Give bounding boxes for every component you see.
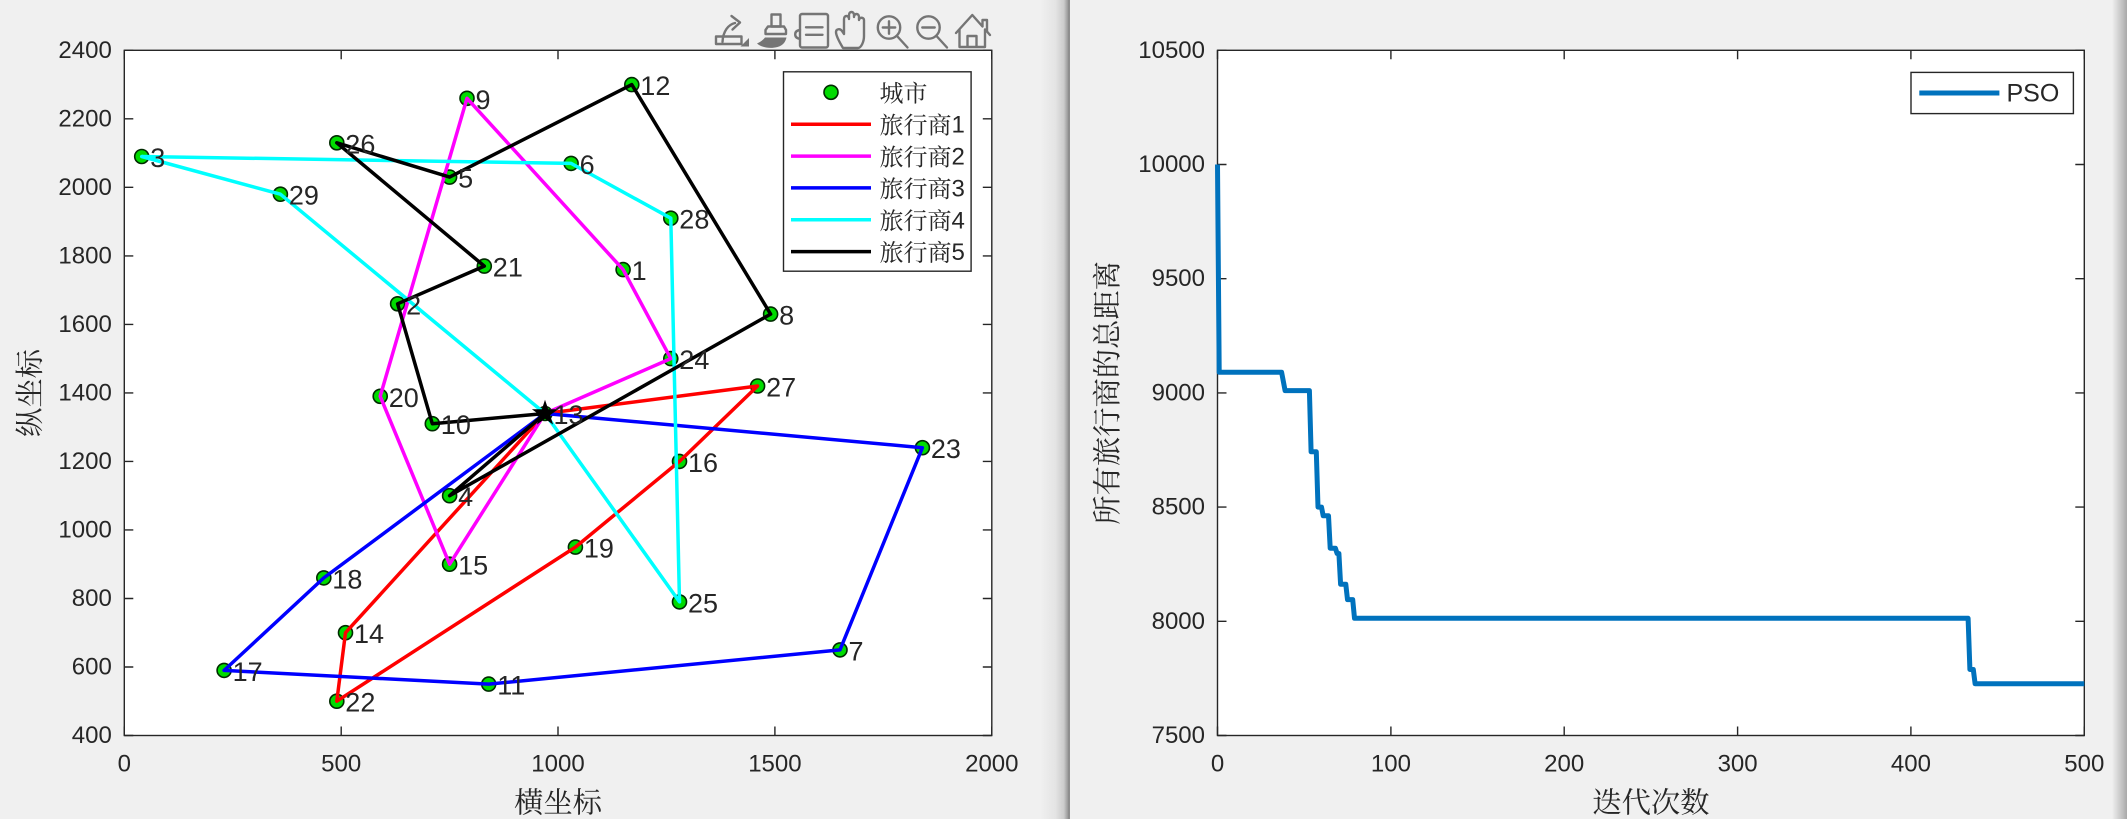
svg-text:26: 26	[345, 129, 375, 159]
svg-text:1000: 1000	[531, 751, 584, 778]
svg-text:8: 8	[779, 301, 794, 331]
svg-text:500: 500	[2064, 751, 2104, 778]
svg-text:10500: 10500	[1138, 37, 1205, 64]
svg-text:11: 11	[497, 671, 525, 701]
svg-text:9: 9	[476, 85, 491, 115]
svg-text:2200: 2200	[58, 105, 111, 132]
svg-text:4: 4	[458, 482, 473, 512]
svg-text:28: 28	[679, 205, 709, 235]
svg-text:12: 12	[640, 71, 670, 101]
svg-text:21: 21	[493, 253, 523, 283]
svg-text:10: 10	[441, 410, 471, 440]
svg-text:27: 27	[766, 373, 796, 403]
svg-text:24: 24	[679, 345, 709, 375]
svg-text:2000: 2000	[965, 751, 1018, 778]
svg-text:2400: 2400	[58, 37, 111, 64]
svg-text:200: 200	[1544, 751, 1584, 778]
svg-text:600: 600	[72, 654, 112, 681]
svg-text:9500: 9500	[1152, 265, 1205, 292]
svg-text:20: 20	[389, 383, 419, 413]
svg-text:3: 3	[952, 175, 965, 202]
svg-text:8500: 8500	[1152, 494, 1205, 521]
svg-text:14: 14	[354, 619, 384, 649]
svg-text:3: 3	[150, 143, 165, 173]
svg-text:500: 500	[321, 751, 361, 778]
svg-text:29: 29	[289, 181, 319, 211]
svg-text:6: 6	[580, 150, 595, 180]
svg-text:18: 18	[332, 564, 362, 594]
svg-text:1400: 1400	[58, 379, 111, 406]
svg-text:23: 23	[931, 434, 961, 464]
svg-text:4: 4	[952, 207, 965, 234]
svg-text:8000: 8000	[1152, 608, 1205, 635]
svg-text:PSO: PSO	[2007, 80, 2060, 108]
svg-text:2000: 2000	[58, 174, 111, 201]
svg-text:1500: 1500	[748, 751, 801, 778]
svg-text:25: 25	[688, 588, 718, 618]
svg-text:1200: 1200	[58, 448, 111, 475]
svg-text:5: 5	[952, 239, 965, 266]
svg-text:22: 22	[345, 688, 375, 718]
svg-text:15: 15	[458, 551, 488, 581]
svg-text:7: 7	[849, 636, 864, 666]
svg-text:400: 400	[72, 722, 112, 749]
svg-text:17: 17	[233, 657, 263, 687]
svg-text:7500: 7500	[1152, 722, 1205, 749]
svg-text:5: 5	[458, 164, 473, 194]
svg-text:400: 400	[1891, 751, 1931, 778]
svg-text:2: 2	[952, 144, 965, 171]
svg-text:1600: 1600	[58, 311, 111, 338]
svg-text:1000: 1000	[58, 516, 111, 543]
svg-text:1: 1	[632, 256, 647, 286]
svg-text:9000: 9000	[1152, 379, 1205, 406]
svg-text:1800: 1800	[58, 242, 111, 269]
svg-text:2: 2	[406, 290, 421, 320]
svg-text:800: 800	[72, 585, 112, 612]
svg-text:10000: 10000	[1138, 151, 1205, 178]
svg-text:19: 19	[584, 534, 614, 564]
svg-text:100: 100	[1371, 751, 1411, 778]
svg-text:0: 0	[1211, 751, 1224, 778]
svg-text:0: 0	[118, 751, 131, 778]
svg-text:1: 1	[952, 112, 965, 139]
svg-text:16: 16	[688, 448, 718, 478]
svg-text:300: 300	[1718, 751, 1758, 778]
svg-text:13: 13	[554, 400, 584, 430]
